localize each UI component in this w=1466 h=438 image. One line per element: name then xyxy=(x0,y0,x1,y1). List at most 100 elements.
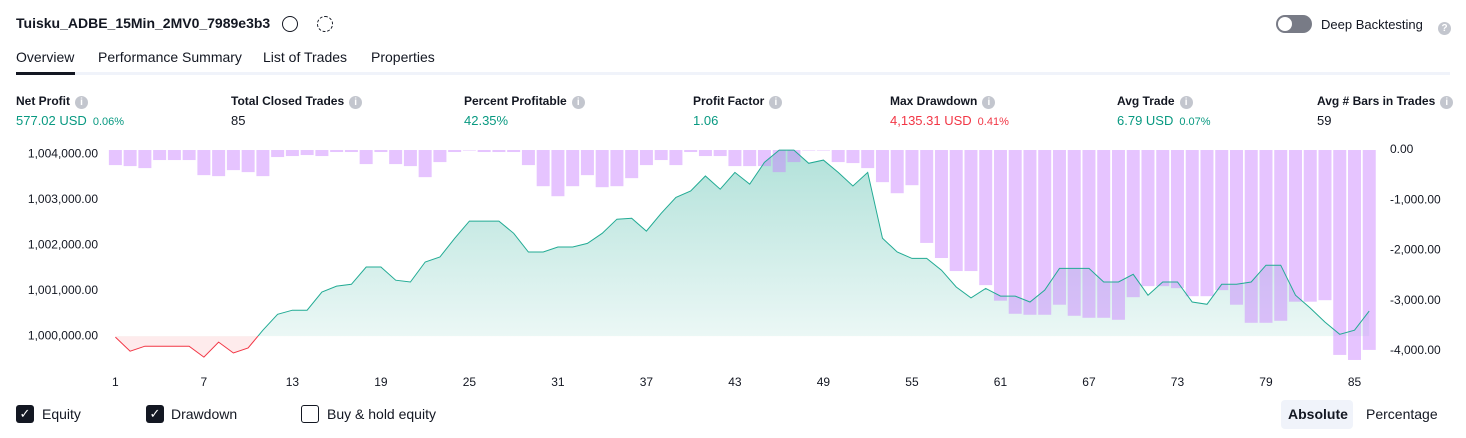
drawdown-bar xyxy=(1200,150,1214,297)
legend-buy-hold: Buy & hold equity xyxy=(327,406,436,422)
toggle-knob xyxy=(1278,17,1292,31)
x-tick-label: 79 xyxy=(1259,375,1273,389)
drawdown-bar xyxy=(241,150,255,173)
x-tick-label: 37 xyxy=(640,375,654,389)
metric-label-text: Max Drawdown xyxy=(890,94,978,108)
drawdown-bar xyxy=(1333,150,1347,355)
x-tick-label: 31 xyxy=(551,375,565,389)
percentage-button[interactable]: Percentage xyxy=(1366,406,1438,422)
x-tick-label: 43 xyxy=(728,375,742,389)
y-tick-label: 1,002,000.00 xyxy=(28,237,98,251)
drawdown-bar xyxy=(521,150,535,166)
metric-value-text: 577.02 USD xyxy=(16,113,87,128)
settings-icon[interactable] xyxy=(282,16,298,32)
info-icon[interactable]: i xyxy=(1440,96,1454,109)
metric-label: Net Profit i xyxy=(16,94,88,109)
x-tick-label: 85 xyxy=(1348,375,1362,389)
drawdown-bar xyxy=(802,150,816,151)
drawdown-bar xyxy=(226,150,240,171)
buy-hold-checkbox[interactable] xyxy=(301,405,319,423)
y-tick-label: 1,003,000.00 xyxy=(28,192,98,206)
metric-label: Avg # Bars in Trades i xyxy=(1317,94,1454,109)
drawdown-bar xyxy=(949,150,963,272)
drawdown-bar xyxy=(1215,150,1229,291)
drawdown-checkbox[interactable]: ✓ xyxy=(146,405,164,423)
drawdown-bar xyxy=(743,150,757,167)
toggle[interactable] xyxy=(1276,15,1312,33)
drawdown-bar xyxy=(713,150,727,157)
y2-tick-label: -1,000.00 xyxy=(1390,192,1441,206)
info-icon[interactable]: i xyxy=(1179,96,1193,109)
drawdown-bar xyxy=(1023,150,1037,315)
drawdown-bar xyxy=(934,150,948,259)
info-icon[interactable]: i xyxy=(571,96,585,109)
metric-label: Max Drawdown i xyxy=(890,94,996,109)
absolute-label: Absolute xyxy=(1288,406,1348,422)
info-icon[interactable]: i xyxy=(769,96,783,109)
drawdown-bar xyxy=(610,150,624,187)
x-tick-label: 67 xyxy=(1082,375,1096,389)
drawdown-bar xyxy=(846,150,860,164)
y2-tick-label: -3,000.00 xyxy=(1390,293,1441,307)
drawdown-bar xyxy=(993,150,1007,301)
metric-value: 577.02 USD 0.06% xyxy=(16,113,124,128)
drawdown-bar xyxy=(418,150,432,178)
info-icon[interactable]: i xyxy=(75,96,88,109)
tab[interactable]: Properties xyxy=(371,49,435,65)
alert-icon[interactable] xyxy=(317,16,333,32)
tab[interactable]: List of Trades xyxy=(263,49,348,65)
drawdown-bar xyxy=(1244,150,1258,323)
drawdown-bar xyxy=(684,150,698,153)
drawdown-bar xyxy=(787,150,801,163)
drawdown-bar xyxy=(890,150,904,194)
drawdown-bar xyxy=(315,150,329,157)
drawdown-bar xyxy=(1156,150,1170,287)
metric-label-text: Percent Profitable xyxy=(464,94,567,108)
drawdown-bar xyxy=(1318,150,1332,301)
drawdown-bar xyxy=(344,150,358,153)
tab[interactable]: Overview xyxy=(16,49,75,65)
metric-value-text: 6.79 USD xyxy=(1117,113,1174,128)
drawdown-bar xyxy=(566,150,580,187)
metric-value: 59 xyxy=(1317,113,1331,128)
drawdown-bar xyxy=(359,150,373,165)
drawdown-bar xyxy=(920,150,934,243)
strategy-title: Tuisku_ADBE_15Min_2MV0_7989e3b3 xyxy=(16,15,271,31)
metric-label: Total Closed Trades i xyxy=(231,94,363,109)
drawdown-bar xyxy=(1288,150,1302,302)
drawdown-bar xyxy=(1097,150,1111,318)
metric-value: 6.79 USD 0.07% xyxy=(1117,113,1211,128)
metric-label-text: Avg # Bars in Trades xyxy=(1317,94,1436,108)
drawdown-bar xyxy=(374,150,388,153)
metric-label: Avg Trade i xyxy=(1117,94,1193,109)
info-icon[interactable]: i xyxy=(982,96,996,109)
equity-checkbox[interactable]: ✓ xyxy=(16,405,34,423)
drawdown-bar xyxy=(964,150,978,272)
drawdown-bar xyxy=(639,150,653,166)
y2-tick-label: -4,000.00 xyxy=(1390,343,1441,357)
help-icon[interactable]: ? xyxy=(1433,18,1451,36)
x-tick-label: 13 xyxy=(286,375,300,389)
drawdown-bar xyxy=(138,150,152,169)
drawdown-bar xyxy=(698,150,712,157)
drawdown-bar xyxy=(403,150,417,167)
tab[interactable]: Performance Summary xyxy=(98,49,242,65)
drawdown-bar xyxy=(625,150,639,179)
x-tick-label: 49 xyxy=(817,375,831,389)
equity-area xyxy=(257,150,1370,337)
metric-pct: 0.07% xyxy=(1179,116,1211,128)
drawdown-bar xyxy=(1274,150,1288,321)
drawdown-bar xyxy=(197,150,211,176)
drawdown-bar xyxy=(1038,150,1052,315)
drawdown-bar xyxy=(153,150,167,161)
metric-value-text: 1.06 xyxy=(693,113,719,128)
drawdown-bar xyxy=(1229,150,1243,305)
absolute-button[interactable] xyxy=(1281,400,1353,429)
drawdown-bar xyxy=(580,150,594,176)
metric-label-text: Total Closed Trades xyxy=(231,94,345,108)
drawdown-bar xyxy=(772,150,786,173)
legend-equity: Equity xyxy=(42,406,81,422)
info-icon[interactable]: i xyxy=(349,96,363,109)
drawdown-bar xyxy=(330,150,344,153)
